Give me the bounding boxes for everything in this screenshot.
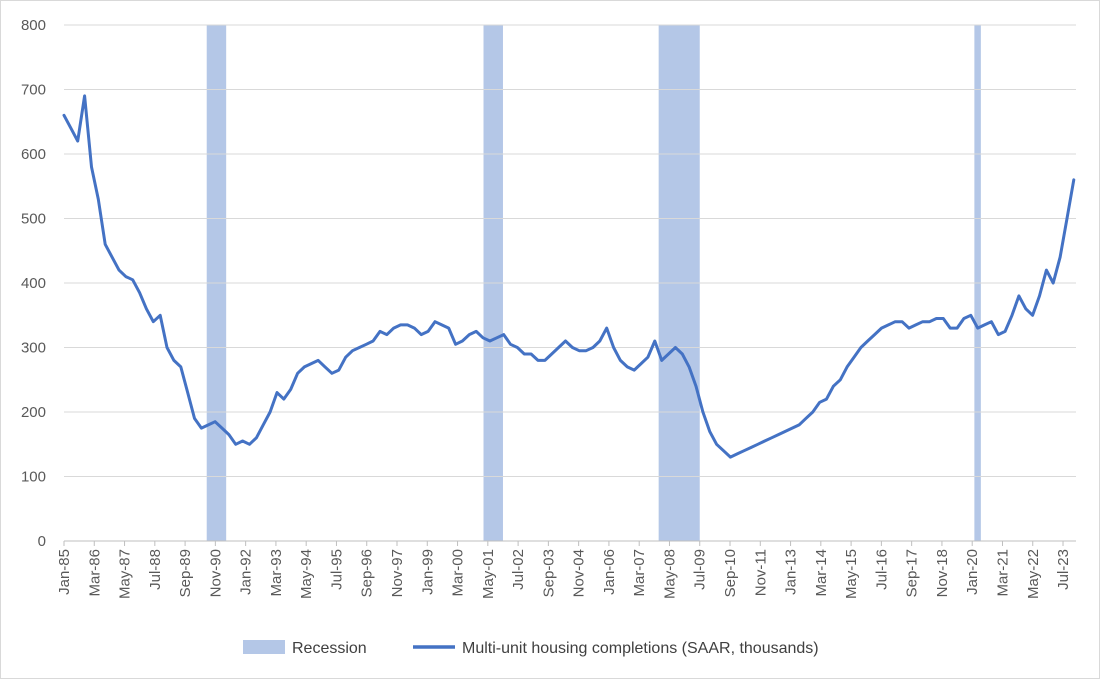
- x-tick-label: Jan-99: [419, 549, 436, 595]
- x-tick-label: Jul-02: [510, 549, 527, 590]
- x-tick-label: Mar-21: [994, 549, 1011, 597]
- x-tick-label: Nov-11: [752, 549, 769, 596]
- x-tick-label: Mar-00: [450, 549, 467, 597]
- x-tick-label: May-15: [843, 549, 860, 599]
- legend-recession-swatch: [243, 640, 285, 654]
- legend-series-label: Multi-unit housing completions (SAAR, th…: [462, 640, 819, 657]
- x-tick-label: Jul-88: [147, 549, 164, 590]
- x-tick-label: Jul-16: [873, 549, 890, 590]
- x-tick-label: Mar-07: [631, 549, 648, 597]
- x-tick-label: Jan-06: [601, 549, 618, 595]
- x-tick-label: Sep-10: [722, 549, 739, 597]
- x-tick-label: Jul-23: [1055, 549, 1072, 590]
- x-tick-label: Sep-03: [540, 549, 557, 597]
- x-tick-label: Jul-95: [328, 549, 345, 590]
- x-tick-label: May-08: [661, 549, 678, 599]
- x-tick-label: Jul-09: [692, 549, 709, 590]
- x-tick-label: Sep-17: [904, 549, 921, 597]
- x-tick-label: Jan-20: [964, 549, 981, 595]
- x-tick-label: Nov-97: [389, 549, 406, 597]
- y-tick-label: 500: [21, 211, 46, 228]
- y-tick-label: 600: [21, 146, 46, 163]
- x-tick-label: Nov-90: [207, 549, 224, 597]
- legend-recession-label: Recession: [292, 640, 367, 657]
- y-tick-label: 400: [21, 275, 46, 292]
- x-tick-label: Jan-85: [56, 549, 73, 595]
- x-tick-label: Nov-04: [571, 549, 588, 597]
- x-tick-label: Mar-93: [268, 549, 285, 597]
- x-tick-label: Mar-86: [86, 549, 103, 597]
- y-tick-label: 200: [21, 404, 46, 421]
- y-tick-label: 700: [21, 82, 46, 99]
- x-tick-label: May-87: [117, 549, 134, 599]
- series-line: [62, 94, 1076, 459]
- x-tick-label: Jan-13: [783, 549, 800, 595]
- x-tick-label: Sep-89: [177, 549, 194, 597]
- x-tick-label: Sep-96: [359, 549, 376, 597]
- x-tick-label: May-94: [298, 549, 315, 599]
- y-tick-label: 100: [21, 469, 46, 486]
- y-tick-label: 300: [21, 340, 46, 357]
- x-tick-label: May-01: [480, 549, 497, 599]
- x-tick-label: Jan-92: [238, 549, 255, 595]
- x-tick-label: Mar-14: [813, 549, 830, 597]
- x-tick-label: Nov-18: [934, 549, 951, 597]
- x-tick-label: May-22: [1025, 549, 1042, 599]
- y-tick-label: 0: [38, 533, 46, 550]
- y-tick-label: 800: [21, 17, 46, 34]
